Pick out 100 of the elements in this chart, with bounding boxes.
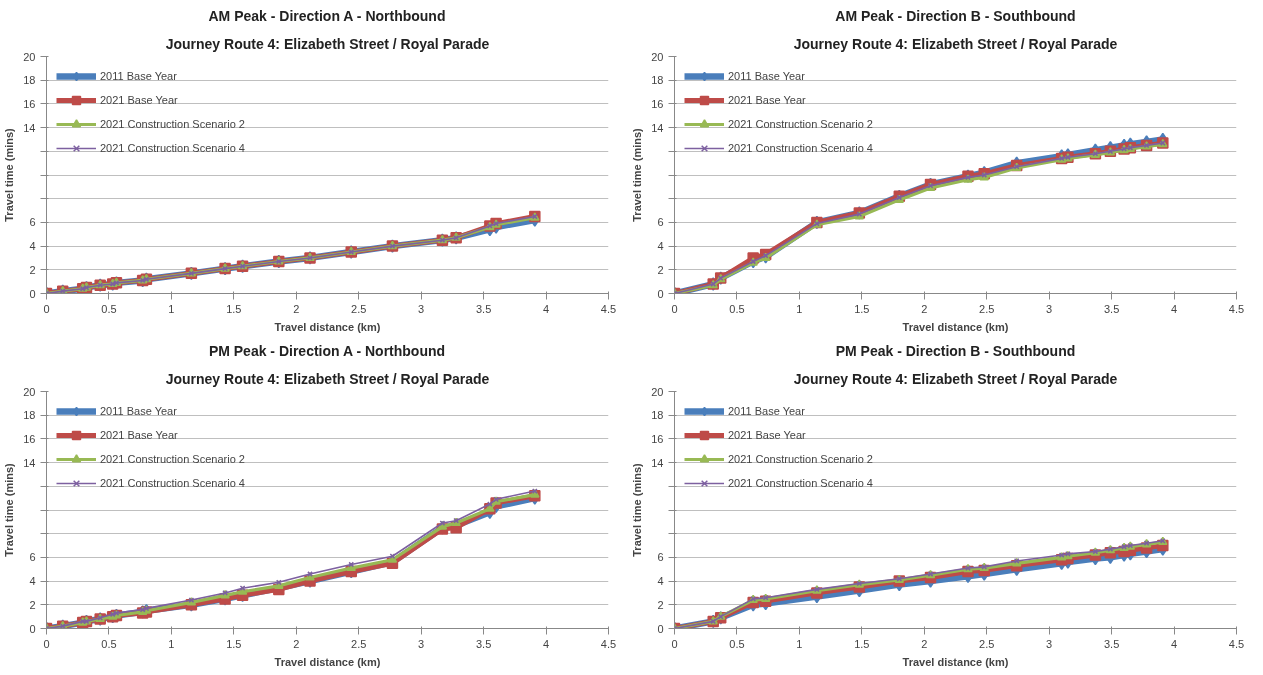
y-tick-label: 20	[23, 385, 36, 398]
x-tick-label: 2	[921, 637, 928, 650]
y-tick-label: 0	[29, 622, 36, 635]
y-tick-label: 0	[657, 287, 664, 300]
x-tick-label: 4	[1171, 302, 1178, 315]
x-tick-label: 0	[43, 302, 50, 315]
x-tick-label: 0.5	[101, 302, 117, 315]
y-tick-label: 6	[29, 216, 36, 229]
legend-label: 2021 Base Year	[728, 429, 806, 441]
x-tick-label: 0	[671, 637, 678, 650]
legend-label: 2021 Construction Scenario 2	[728, 118, 873, 130]
y-tick-label: 2	[657, 263, 664, 276]
x-tick-label: 3.5	[1103, 637, 1120, 650]
x-tick-label: 2	[921, 302, 928, 315]
y-tick-label: 0	[657, 622, 664, 635]
y-tick-label: 2	[29, 263, 36, 276]
legend-label: 2021 Base Year	[728, 94, 806, 106]
chart-title: PM Peak - Direction B - Southbound	[835, 342, 1076, 359]
legend-label: 2021 Construction Scenario 4	[728, 142, 873, 154]
y-tick-label: 0	[29, 287, 36, 300]
legend-label: 2021 Construction Scenario 2	[728, 453, 873, 465]
legend-label: 2011 Base Year	[728, 405, 805, 417]
x-tick-label: 4	[543, 302, 550, 315]
x-axis-title: Travel distance (km)	[902, 655, 1009, 668]
y-tick-label: 4	[657, 575, 664, 588]
legend-label: 2021 Construction Scenario 2	[100, 118, 245, 130]
legend-label: 2021 Construction Scenario 4	[100, 142, 245, 154]
y-tick-label: 16	[23, 97, 36, 110]
x-tick-label: 4.5	[600, 302, 617, 315]
x-tick-label: 3.5	[1103, 302, 1120, 315]
y-tick-label: 16	[651, 432, 664, 445]
y-tick-label: 16	[651, 97, 664, 110]
x-axis-title: Travel distance (km)	[274, 655, 381, 668]
y-tick-label: 18	[23, 74, 36, 87]
x-tick-label: 1.5	[226, 302, 242, 315]
chart-title: AM Peak - Direction B - Southbound	[835, 7, 1076, 24]
x-tick-label: 4	[543, 637, 550, 650]
x-tick-label: 0.5	[729, 302, 745, 315]
y-tick-label: 4	[657, 240, 664, 253]
x-tick-label: 3.5	[475, 637, 492, 650]
y-tick-label: 6	[657, 216, 664, 229]
y-tick-label: 4	[29, 240, 36, 253]
y-tick-label: 2	[657, 598, 664, 611]
chart-subtitle: Journey Route 4: Elizabeth Street / Royal Parade	[793, 35, 1118, 52]
y-tick-label: 14	[23, 456, 36, 469]
y-tick-label: 20	[651, 385, 664, 398]
y-axis-title: Travel time (mins)	[3, 127, 16, 222]
x-tick-label: 2.5	[979, 637, 995, 650]
x-tick-label: 4.5	[600, 637, 617, 650]
legend-label: 2011 Base Year	[100, 70, 177, 82]
y-tick-label: 16	[23, 432, 36, 445]
legend-label: 2011 Base Year	[728, 70, 805, 82]
x-tick-label: 0	[671, 302, 678, 315]
x-tick-label: 2.5	[351, 637, 367, 650]
chart-subtitle: Journey Route 4: Elizabeth Street / Royal Parade	[165, 370, 490, 387]
legend-label: 2021 Construction Scenario 4	[100, 477, 245, 489]
y-tick-label: 18	[651, 74, 664, 87]
y-tick-label: 14	[651, 456, 664, 469]
x-tick-label: 2	[293, 302, 300, 315]
y-tick-label: 14	[651, 121, 664, 134]
x-tick-label: 1	[168, 302, 175, 315]
chart-subtitle: Journey Route 4: Elizabeth Street / Royal Parade	[165, 35, 490, 52]
x-tick-label: 1	[796, 637, 803, 650]
x-tick-label: 1.5	[226, 637, 242, 650]
x-tick-label: 0.5	[101, 637, 117, 650]
x-axis-title: Travel distance (km)	[274, 320, 381, 333]
y-tick-label: 4	[29, 575, 36, 588]
x-tick-label: 2.5	[979, 302, 995, 315]
y-axis-title: Travel time (mins)	[631, 462, 644, 557]
y-tick-label: 6	[29, 551, 36, 564]
y-tick-label: 20	[651, 50, 664, 63]
x-tick-label: 1	[168, 637, 175, 650]
x-tick-label: 2.5	[351, 302, 367, 315]
x-tick-label: 4.5	[1228, 302, 1245, 315]
y-tick-label: 20	[23, 50, 36, 63]
x-tick-label: 4	[1171, 637, 1178, 650]
y-tick-label: 18	[23, 409, 36, 422]
x-tick-label: 0	[43, 637, 50, 650]
x-axis-title: Travel distance (km)	[902, 320, 1009, 333]
y-axis-title: Travel time (mins)	[631, 127, 644, 222]
legend-label: 2011 Base Year	[100, 405, 177, 417]
x-tick-label: 1.5	[854, 302, 870, 315]
x-tick-label: 0.5	[729, 637, 745, 650]
x-tick-label: 2	[293, 637, 300, 650]
legend-label: 2021 Construction Scenario 4	[728, 477, 873, 489]
x-tick-label: 3.5	[475, 302, 492, 315]
chart-title: AM Peak - Direction A - Northbound	[208, 7, 446, 24]
y-tick-label: 6	[657, 551, 664, 564]
x-tick-label: 1	[796, 302, 803, 315]
x-tick-label: 3	[1046, 637, 1053, 650]
y-tick-label: 14	[23, 121, 36, 134]
y-tick-label: 2	[29, 598, 36, 611]
chart-title: PM Peak - Direction A - Northbound	[208, 342, 446, 359]
x-tick-label: 1.5	[854, 637, 870, 650]
legend-label: 2021 Base Year	[100, 94, 178, 106]
legend-label: 2021 Construction Scenario 2	[100, 453, 245, 465]
y-tick-label: 18	[651, 409, 664, 422]
x-tick-label: 3	[418, 302, 425, 315]
x-tick-label: 3	[418, 637, 425, 650]
x-tick-label: 3	[1046, 302, 1053, 315]
